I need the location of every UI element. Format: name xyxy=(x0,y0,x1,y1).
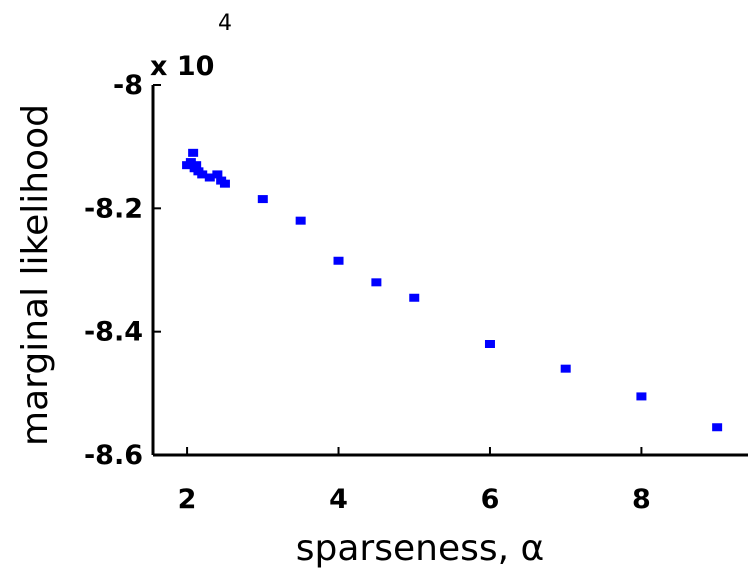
data-point xyxy=(191,161,202,170)
data-point xyxy=(560,364,571,373)
data-point xyxy=(257,195,268,204)
data-point xyxy=(197,170,208,179)
x-tick-label: 4 xyxy=(329,484,348,515)
y-tick-label: -8.6 xyxy=(84,440,143,471)
x-tick-label: 2 xyxy=(178,484,197,515)
data-point xyxy=(212,170,223,179)
data-point xyxy=(295,216,306,225)
y-axis-label: marginal likelihood xyxy=(15,104,56,446)
data-points xyxy=(182,148,723,432)
data-point xyxy=(484,340,495,348)
y-axis-multiplier-exponent: 4 xyxy=(218,11,232,36)
x-tick-label: 6 xyxy=(481,484,500,515)
data-point xyxy=(204,173,215,182)
y-tick-label: -8.4 xyxy=(84,317,143,348)
y-tick-label: -8.2 xyxy=(84,193,143,224)
data-point xyxy=(371,278,382,287)
data-point xyxy=(185,158,196,167)
x-axis-ticks: 2 4 6 8 xyxy=(178,447,651,515)
plot-axes xyxy=(151,85,748,457)
y-tick-label: -8 xyxy=(113,70,143,101)
x-axis-label: sparseness, α xyxy=(296,528,544,569)
data-point xyxy=(219,179,230,188)
y-axis-ticks: -8 -8.2 -8.4 -8.6 xyxy=(84,70,161,471)
data-point xyxy=(636,392,647,401)
y-axis-multiplier: x 10 xyxy=(150,51,214,82)
x-tick-label: 8 xyxy=(632,484,651,515)
data-point xyxy=(712,423,723,432)
data-point xyxy=(188,148,199,157)
data-point xyxy=(409,293,420,302)
data-point xyxy=(333,256,344,265)
